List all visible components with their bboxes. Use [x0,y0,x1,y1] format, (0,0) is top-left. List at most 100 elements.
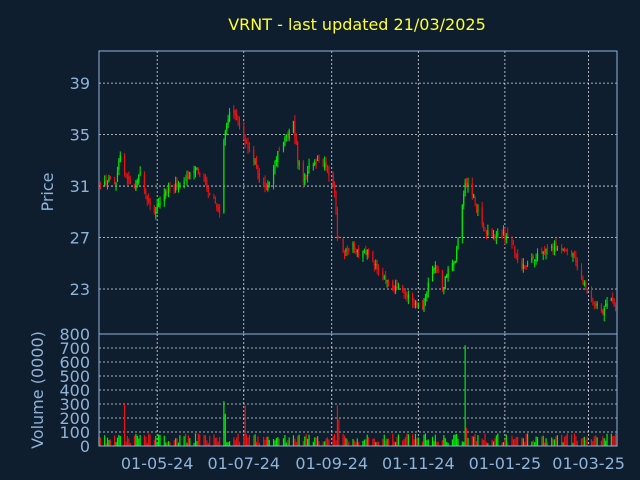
candle-body [129,180,131,184]
volume-bar [179,435,181,446]
volume-bar [606,433,608,446]
volume-bar [475,441,478,446]
volume-bar [407,434,409,446]
volume-bar [495,435,497,446]
volume-bar [335,440,337,446]
candle-body [446,275,448,278]
candle-body [128,176,130,180]
volume-bar [255,441,258,446]
candle-body [118,161,120,170]
candle-body [114,181,116,185]
candle-body [576,260,578,268]
candle-body [505,235,507,240]
candle-body [284,138,286,145]
candle-body [487,230,489,235]
candle-body [407,294,409,299]
candle-body [328,172,330,176]
candle-body [109,176,111,179]
candle-body [143,174,146,189]
candle-body [483,224,485,229]
candle-body [395,285,397,292]
volume-bar [236,437,238,446]
volume-bar [416,438,418,446]
volume-bar [114,435,116,446]
candle-body [491,228,493,236]
volume-bar [244,405,246,446]
candle-body [426,292,428,298]
candle-body [355,251,357,253]
candle-body [106,182,109,184]
candle-body [159,201,161,205]
x-tick-label: 01-03-25 [552,454,625,473]
candle-body [189,172,191,180]
candle-body [219,210,221,213]
volume-bar [165,442,167,446]
volume-bar [184,433,187,446]
candle-body [461,204,463,238]
volume-bar [193,442,195,446]
volume-bar [583,436,585,446]
volume-bar [297,435,299,446]
candle-body [197,168,199,174]
volume-bar [555,436,557,446]
volume-bar [491,439,493,446]
volume-bar [536,437,539,446]
candle-body [285,134,287,137]
candle-body [333,184,336,193]
candle-body [583,283,585,285]
candle-body [228,111,231,122]
volume-bar [285,442,287,446]
candle-body [346,248,348,251]
volume-bar [153,439,155,446]
volume-bar [423,434,425,446]
volume-bar [534,441,536,446]
candle-body [274,161,276,169]
candle-body [209,193,211,195]
volume-bar [246,434,248,446]
candle-body [226,123,228,131]
volume-bar [610,433,612,446]
candle-body [254,162,256,164]
candle-body [224,131,226,140]
candle-body [582,278,584,285]
volume-bar [156,442,158,446]
volume-bar [206,440,208,446]
volume-bar [315,437,317,446]
volume-bar [532,440,534,446]
volume-axis-label: Volume (0000) [28,331,47,449]
volume-bar [514,439,516,446]
volume-bar [348,441,350,446]
volume-bar [146,442,148,446]
volume-bar [507,442,509,446]
candle-body [237,121,239,123]
candle-body [119,155,121,162]
volume-bar [586,436,588,446]
volume-bar [322,441,324,446]
volume-bar [541,436,543,446]
candle-body [536,253,539,259]
candle-body [156,204,158,214]
volume-bar [197,433,199,446]
x-tick-label: 01-01-25 [469,454,542,473]
candle-body [392,281,394,289]
volume-bar [189,438,191,446]
volume-bar [219,436,221,446]
candle-body [247,143,249,150]
volume-bar [324,441,326,446]
volume-bar [167,441,170,446]
candle-body [204,175,207,182]
price-panel-frame [98,50,618,335]
volume-bar [159,434,161,446]
volume-bar [385,440,387,446]
candle-body [525,265,527,267]
volume-bar [396,437,398,446]
volume-bar [501,442,503,446]
volume-bar [382,438,384,446]
candle-body [217,206,219,212]
candle-body [104,181,106,186]
volume-bar [444,438,446,446]
candle-body [307,171,309,177]
candle-body [277,151,279,162]
volume-bar [284,435,286,446]
